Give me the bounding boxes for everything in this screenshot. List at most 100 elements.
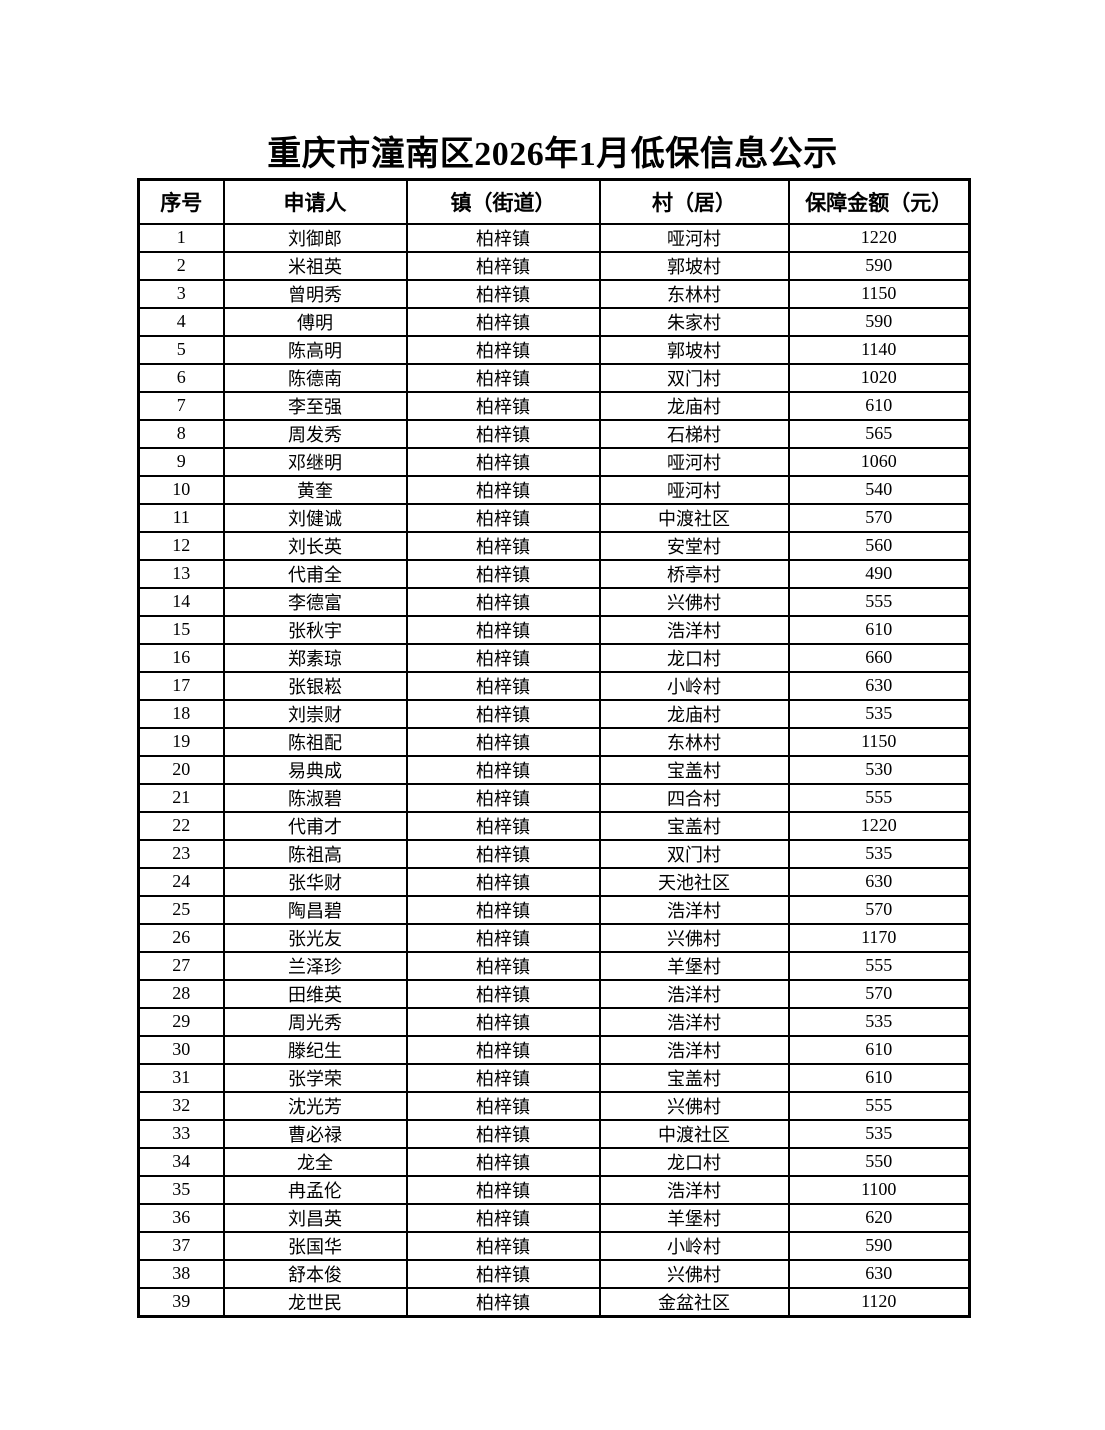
table-body: 1 刘御郎 柏梓镇 哑河村 1220 2 米祖英 柏梓镇 郭坡村 590 3 曾明秀 柏梓镇 东林村 115… [137, 222, 971, 1317]
cell-index: 25 [137, 894, 225, 925]
cell-applicant: 代甫才 [222, 810, 408, 841]
cell-village: 兴佛村 [598, 586, 790, 617]
cell-amount: 555 [787, 586, 971, 617]
table-row: 32 沈光芳 柏梓镇 兴佛村 555 [137, 1090, 971, 1121]
cell-applicant: 陈祖配 [222, 726, 408, 757]
cell-village: 郭坡村 [598, 250, 790, 281]
cell-applicant: 刘昌英 [222, 1202, 408, 1233]
cell-index: 4 [137, 306, 225, 337]
cell-amount: 535 [787, 698, 971, 729]
cell-town: 柏梓镇 [405, 754, 601, 785]
cell-town: 柏梓镇 [405, 222, 601, 253]
cell-index: 5 [137, 334, 225, 365]
cell-applicant: 陈高明 [222, 334, 408, 365]
cell-town: 柏梓镇 [405, 474, 601, 505]
cell-town: 柏梓镇 [405, 670, 601, 701]
cell-index: 29 [137, 1006, 225, 1037]
cell-village: 东林村 [598, 278, 790, 309]
cell-village: 龙口村 [598, 1146, 790, 1177]
table-row: 11 刘健诚 柏梓镇 中渡社区 570 [137, 502, 971, 533]
cell-village: 羊堡村 [598, 1202, 790, 1233]
cell-index: 17 [137, 670, 225, 701]
cell-amount: 565 [787, 418, 971, 449]
cell-town: 柏梓镇 [405, 698, 601, 729]
cell-village: 羊堡村 [598, 950, 790, 981]
table-row: 37 张国华 柏梓镇 小岭村 590 [137, 1230, 971, 1261]
table-row: 23 陈祖高 柏梓镇 双门村 535 [137, 838, 971, 869]
cell-amount: 540 [787, 474, 971, 505]
cell-amount: 610 [787, 1034, 971, 1065]
cell-applicant: 刘长英 [222, 530, 408, 561]
cell-village: 兴佛村 [598, 1258, 790, 1289]
cell-index: 34 [137, 1146, 225, 1177]
cell-applicant: 舒本俊 [222, 1258, 408, 1289]
cell-amount: 535 [787, 838, 971, 869]
cell-village: 小岭村 [598, 670, 790, 701]
cell-amount: 610 [787, 614, 971, 645]
cell-town: 柏梓镇 [405, 810, 601, 841]
cell-index: 6 [137, 362, 225, 393]
cell-amount: 1220 [787, 810, 971, 841]
cell-town: 柏梓镇 [405, 446, 601, 477]
cell-village: 龙庙村 [598, 390, 790, 421]
cell-index: 38 [137, 1258, 225, 1289]
header-col-town: 镇（街道） [405, 178, 601, 225]
cell-index: 27 [137, 950, 225, 981]
header-col-index: 序号 [137, 178, 225, 225]
cell-village: 浩洋村 [598, 614, 790, 645]
cell-amount: 630 [787, 670, 971, 701]
cell-town: 柏梓镇 [405, 502, 601, 533]
cell-amount: 620 [787, 1202, 971, 1233]
cell-village: 双门村 [598, 362, 790, 393]
cell-town: 柏梓镇 [405, 642, 601, 673]
page-title: 重庆市潼南区2026年1月低保信息公示 [267, 136, 838, 173]
cell-applicant: 兰泽珍 [222, 950, 408, 981]
cell-index: 18 [137, 698, 225, 729]
cell-village: 东林村 [598, 726, 790, 757]
cell-town: 柏梓镇 [405, 530, 601, 561]
cell-index: 1 [137, 222, 225, 253]
cell-amount: 590 [787, 250, 971, 281]
cell-amount: 570 [787, 894, 971, 925]
cell-applicant: 张秋宇 [222, 614, 408, 645]
cell-town: 柏梓镇 [405, 250, 601, 281]
cell-index: 19 [137, 726, 225, 757]
cell-town: 柏梓镇 [405, 838, 601, 869]
cell-index: 21 [137, 782, 225, 813]
cell-village: 宝盖村 [598, 810, 790, 841]
cell-applicant: 李德富 [222, 586, 408, 617]
table-row: 24 张华财 柏梓镇 天池社区 630 [137, 866, 971, 897]
cell-applicant: 冉孟伦 [222, 1174, 408, 1205]
cell-index: 13 [137, 558, 225, 589]
cell-amount: 1150 [787, 278, 971, 309]
cell-town: 柏梓镇 [405, 782, 601, 813]
cell-index: 16 [137, 642, 225, 673]
cell-town: 柏梓镇 [405, 1202, 601, 1233]
table-row: 18 刘崇财 柏梓镇 龙庙村 535 [137, 698, 971, 729]
cell-applicant: 傅明 [222, 306, 408, 337]
cell-index: 22 [137, 810, 225, 841]
cell-town: 柏梓镇 [405, 726, 601, 757]
table-row: 7 李至强 柏梓镇 龙庙村 610 [137, 390, 971, 421]
table-row: 36 刘昌英 柏梓镇 羊堡村 620 [137, 1202, 971, 1233]
cell-town: 柏梓镇 [405, 922, 601, 953]
cell-amount: 560 [787, 530, 971, 561]
cell-village: 中渡社区 [598, 502, 790, 533]
cell-town: 柏梓镇 [405, 1230, 601, 1261]
cell-amount: 630 [787, 866, 971, 897]
cell-index: 10 [137, 474, 225, 505]
cell-town: 柏梓镇 [405, 1174, 601, 1205]
cell-applicant: 陈德南 [222, 362, 408, 393]
table-row: 29 周光秀 柏梓镇 浩洋村 535 [137, 1006, 971, 1037]
cell-index: 35 [137, 1174, 225, 1205]
cell-town: 柏梓镇 [405, 306, 601, 337]
table-row: 3 曾明秀 柏梓镇 东林村 1150 [137, 278, 971, 309]
table-row: 25 陶昌碧 柏梓镇 浩洋村 570 [137, 894, 971, 925]
table-row: 5 陈高明 柏梓镇 郭坡村 1140 [137, 334, 971, 365]
cell-index: 14 [137, 586, 225, 617]
cell-town: 柏梓镇 [405, 558, 601, 589]
cell-amount: 550 [787, 1146, 971, 1177]
cell-village: 浩洋村 [598, 978, 790, 1009]
cell-amount: 660 [787, 642, 971, 673]
cell-village: 龙口村 [598, 642, 790, 673]
